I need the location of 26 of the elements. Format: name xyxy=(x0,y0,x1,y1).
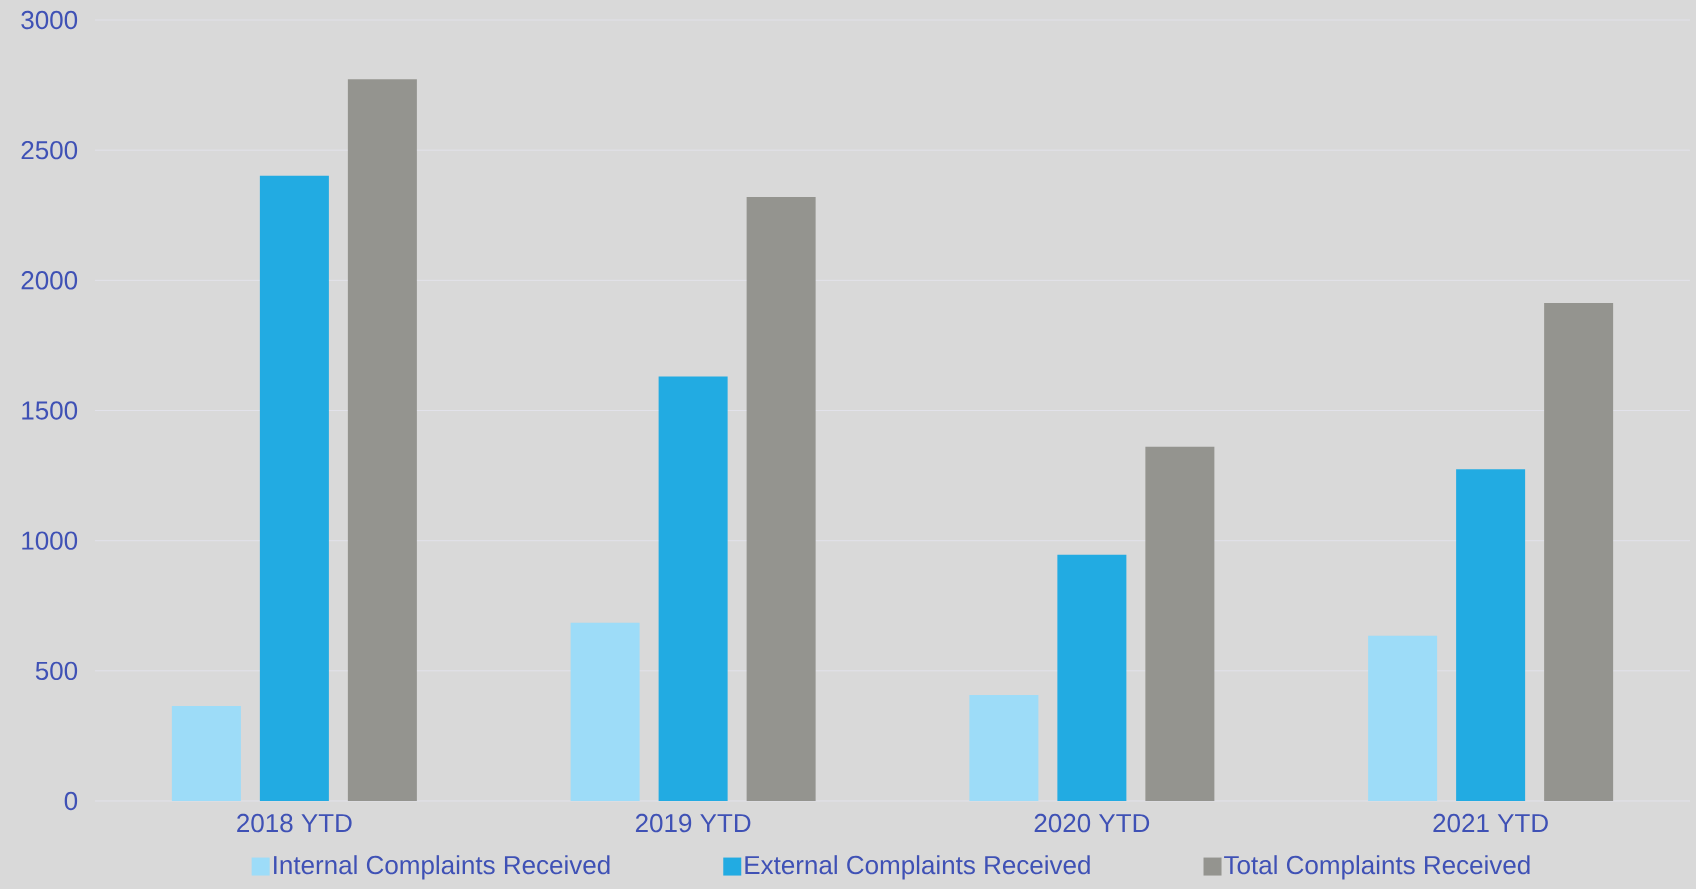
bar xyxy=(347,79,417,801)
legend-label: Total Complaints Received xyxy=(1224,855,1530,880)
y-tick-label: 500 xyxy=(35,661,78,681)
y-tick-label: 2500 xyxy=(21,140,78,160)
bar xyxy=(1145,446,1215,801)
y-tick-label: 1000 xyxy=(22,531,78,550)
bar xyxy=(658,376,728,801)
bar xyxy=(1368,635,1438,801)
y-tick-label: 1500 xyxy=(22,401,78,420)
x-tick-label: 2021 YTD xyxy=(1433,813,1548,833)
x-tick-label: 2018 YTD xyxy=(237,813,352,833)
bar xyxy=(259,175,329,801)
bar xyxy=(1057,554,1127,801)
bar xyxy=(969,695,1039,801)
bar xyxy=(570,622,640,801)
bar xyxy=(171,705,241,801)
y-tick-label: 0 xyxy=(64,791,78,811)
bar xyxy=(1544,302,1614,801)
x-tick-label: 2019 YTD xyxy=(635,813,751,833)
legend-label: Internal Complaints Received xyxy=(274,855,610,880)
legend-label: External Complaints Received xyxy=(745,855,1090,880)
bar xyxy=(1456,469,1526,801)
y-tick-label: 2000 xyxy=(21,271,78,290)
x-tick-label: 2020 YTD xyxy=(1034,813,1150,833)
y-tick-label: 3000 xyxy=(21,10,78,30)
bar xyxy=(746,197,816,801)
